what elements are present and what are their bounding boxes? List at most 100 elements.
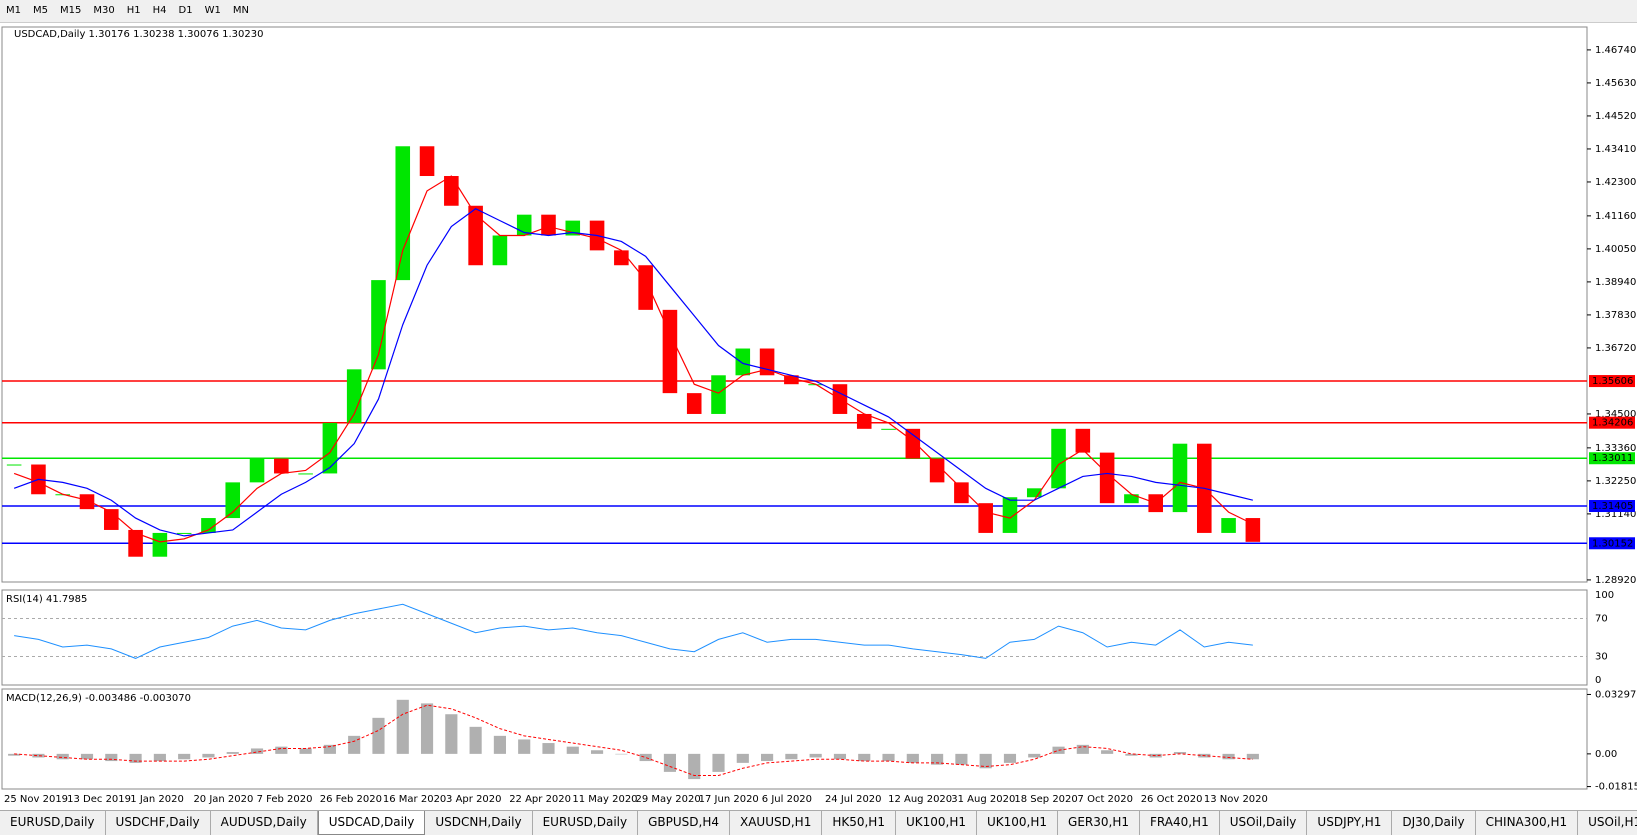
x-tick-label: 25 Nov 2019	[4, 794, 68, 805]
y-tick-label: 1.38940	[1595, 277, 1636, 288]
timeframe-button[interactable]: W1	[204, 5, 221, 16]
level-label-box	[1589, 537, 1635, 550]
macd-bar	[1149, 753, 1162, 758]
chart-tab[interactable]: GBPUSD,H4	[638, 811, 730, 835]
x-tick-label: 6 Jul 2020	[762, 794, 812, 805]
level-label: 1.34206	[1592, 418, 1633, 429]
chart-tab[interactable]: FRA40,H1	[1140, 811, 1220, 835]
chart-tab[interactable]: USDCHF,Daily	[106, 811, 211, 835]
rsi-tick-label: 0	[1595, 675, 1601, 686]
panel-frame	[1, 589, 1588, 686]
chart-tab[interactable]: UK100,H1	[896, 811, 977, 835]
chart-tab[interactable]: GER30,H1	[1058, 811, 1140, 835]
macd-bar	[1125, 753, 1138, 756]
level-label: 1.35606	[1592, 376, 1633, 387]
x-tick-label: 16 Mar 2020	[383, 794, 446, 805]
moving-average	[13, 208, 1254, 537]
timeframe-button[interactable]: D1	[178, 5, 193, 16]
y-tick-label: 1.41160	[1595, 211, 1636, 222]
x-tick-label: 12 Aug 2020	[888, 794, 952, 805]
candle	[249, 458, 265, 483]
timeframe-button[interactable]: M1	[6, 5, 21, 16]
candle	[492, 235, 508, 266]
timeframe-button[interactable]: H4	[152, 5, 167, 16]
y-tick-label: 1.43410	[1595, 144, 1636, 155]
macd-title: MACD(12,26,9) -0.003486 -0.003070	[6, 693, 191, 704]
chart-tab[interactable]: EURUSD,Daily	[533, 811, 639, 835]
timeframe-button[interactable]: MN	[232, 5, 249, 16]
chart-tab[interactable]: USOil,Daily	[1220, 811, 1308, 835]
chart-tab[interactable]: DJ30,Daily	[1392, 811, 1476, 835]
y-tick-label: 1.46740	[1595, 45, 1636, 56]
macd-bar	[1076, 744, 1089, 754]
level-label-box	[1589, 452, 1635, 465]
macd-bar	[153, 753, 166, 762]
candle	[152, 532, 168, 557]
macd-bar	[833, 753, 847, 760]
candle	[298, 473, 313, 475]
x-tick-label: 11 May 2020	[572, 794, 637, 805]
level-label: 1.31405	[1592, 501, 1633, 512]
candle	[274, 458, 289, 474]
candle	[104, 509, 119, 530]
chart-tab[interactable]: CHINA300,H1	[1476, 811, 1579, 835]
candle	[444, 176, 459, 206]
macd-bar	[1052, 746, 1065, 754]
y-tick-label: 1.36720	[1595, 343, 1636, 354]
panel-frame	[1, 26, 1588, 583]
level-label: 1.33011	[1592, 453, 1633, 464]
chart-tab[interactable]: AUDUSD,Daily	[211, 811, 318, 835]
chart: USDCAD,Daily 1.30176 1.30238 1.30076 1.3…	[1, 26, 1637, 805]
macd-bar	[518, 739, 531, 754]
candle	[905, 428, 921, 459]
macd-bar	[275, 746, 288, 754]
macd-bar	[178, 753, 191, 760]
macd-bar	[1003, 753, 1017, 763]
x-tick-label: 26 Oct 2020	[1141, 794, 1203, 805]
macd-bar	[931, 753, 944, 765]
candle	[1124, 494, 1139, 504]
macd-bar	[469, 726, 482, 754]
chart-tab[interactable]: USDJPY,H1	[1307, 811, 1393, 835]
x-tick-label: 22 Apr 2020	[509, 794, 571, 805]
chart-tab[interactable]: USDCAD,Daily	[317, 811, 426, 835]
macd-bar	[1101, 750, 1114, 754]
timeframe-toolbar: M1 M5 M15 M30 H1 H4 D1 W1 MN	[0, 0, 1637, 23]
timeframe-button[interactable]: M15	[60, 5, 82, 16]
macd-bar	[493, 735, 506, 754]
x-tick-label: 13 Nov 2020	[1204, 794, 1268, 805]
rsi-line	[14, 603, 1253, 659]
timeframe-button[interactable]: H1	[126, 5, 141, 16]
candle	[614, 250, 629, 266]
candle	[419, 146, 435, 177]
x-tick-label: 24 Jul 2020	[825, 794, 882, 805]
chart-tabs: EURUSD,Daily USDCHF,Daily AUDUSD,Daily USDC…	[0, 810, 1637, 835]
chart-tab[interactable]: HK50,H1	[822, 811, 896, 835]
chart-tab[interactable]: USDCNH,Daily	[425, 811, 533, 835]
moving-average	[13, 175, 1254, 543]
y-tick-label: 1.42300	[1595, 177, 1636, 188]
timeframe-button[interactable]: M5	[33, 5, 48, 16]
macd-bar	[445, 714, 458, 754]
candle	[541, 214, 556, 236]
macd-bar	[420, 703, 434, 754]
chart-tab[interactable]: UK100,H1	[977, 811, 1059, 835]
macd-bar	[299, 748, 312, 754]
y-tick-label: 1.44520	[1595, 111, 1636, 122]
chart-tab[interactable]: USOil,H1	[1578, 811, 1637, 835]
chart-tab[interactable]: EURUSD,Daily	[0, 811, 106, 835]
macd-bar	[712, 753, 725, 772]
candle	[201, 518, 216, 533]
macd-bar	[202, 753, 215, 758]
macd-bar	[1246, 753, 1259, 760]
chart-tab[interactable]: XAUUSD,H1	[730, 811, 823, 835]
candle	[371, 280, 386, 370]
x-tick-label: 29 May 2020	[636, 794, 701, 805]
candle	[954, 482, 969, 504]
candle	[1221, 518, 1236, 533]
macd-bar	[542, 743, 555, 754]
timeframe-button[interactable]: M30	[93, 5, 115, 16]
macd-bar	[396, 699, 409, 754]
panel-frame	[1, 688, 1588, 790]
